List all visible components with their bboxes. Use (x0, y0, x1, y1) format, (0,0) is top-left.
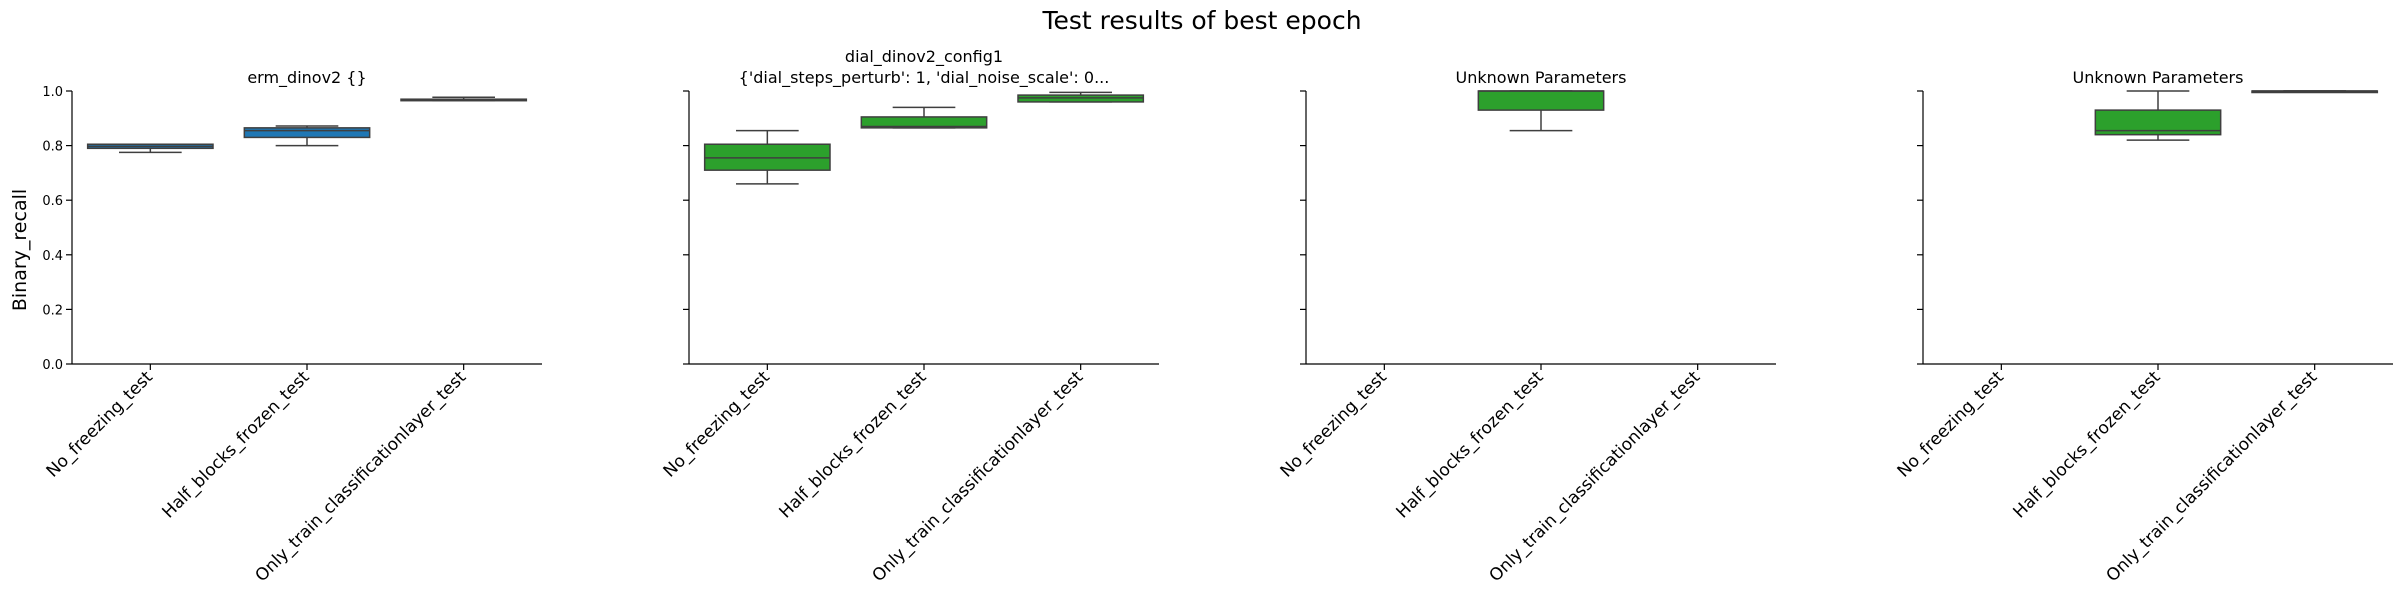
x-tick-label: No_freezing_test (660, 367, 774, 481)
box-Half_blocks_frozen_test (1477, 90, 1605, 132)
y-tick-label: 0.6 (42, 194, 63, 209)
x-tick-label: Half_blocks_frozen_test (159, 367, 314, 522)
box-Half_blocks_frozen_test (860, 106, 988, 129)
subplot-title: Unknown Parameters (1456, 68, 1627, 87)
y-axis-label: Binary_recall (9, 189, 31, 311)
box-Only_train_classificationlayer_test (400, 96, 528, 102)
x-tick-label: Half_blocks_frozen_test (776, 367, 931, 522)
subplot-4: Unknown Parameters No_freezing_test Half_b… (1894, 68, 2393, 586)
subplot-title: erm_dinov2 {} (247, 68, 366, 88)
x-tick-label: No_freezing_test (43, 367, 157, 481)
box-Only_train_classificationlayer_test (1017, 91, 1145, 103)
box-No_freezing_test (86, 143, 214, 154)
subplot-title: dial_dinov2_config1 (845, 47, 1003, 67)
x-tick-label: Half_blocks_frozen_test (2010, 367, 2165, 522)
subplot-1: 0.0 0.2 0.4 0.6 0.8 1.0 erm_dinov2 {} No_freezi… (42, 68, 542, 586)
subplot-2: dial_dinov2_config1{'dial_steps_perturb'… (660, 47, 1159, 586)
y-tick-label: 0.4 (42, 249, 63, 264)
subplot-3: Unknown Parameters No_freezing_test Half_b… (1277, 68, 1776, 586)
subplot-title: Unknown Parameters (2073, 68, 2244, 87)
box-iqr (1477, 90, 1605, 111)
box-iqr (243, 127, 371, 139)
x-tick-label: No_freezing_test (1894, 367, 2008, 481)
box-Half_blocks_frozen_test (243, 125, 371, 147)
box-Half_blocks_frozen_test (2094, 90, 2222, 141)
x-tick-label: No_freezing_test (1277, 367, 1391, 481)
y-tick-label: 0.8 (42, 140, 63, 155)
x-tick-label: Half_blocks_frozen_test (1393, 367, 1548, 522)
y-tick-label: 0.2 (42, 303, 63, 318)
subplot-title: {'dial_steps_perturb': 1, 'dial_noise_sc… (739, 68, 1110, 88)
y-tick-label: 0.0 (42, 358, 63, 373)
box-No_freezing_test (703, 129, 831, 185)
y-tick-label: 1.0 (42, 85, 63, 100)
box-Only_train_classificationlayer_test (2251, 90, 2379, 94)
panels: 0.0 0.2 0.4 0.6 0.8 1.0 erm_dinov2 {} No_freezi… (42, 47, 2393, 586)
figure-suptitle: Test results of best epoch (1041, 6, 1361, 35)
box-iqr (860, 116, 988, 129)
